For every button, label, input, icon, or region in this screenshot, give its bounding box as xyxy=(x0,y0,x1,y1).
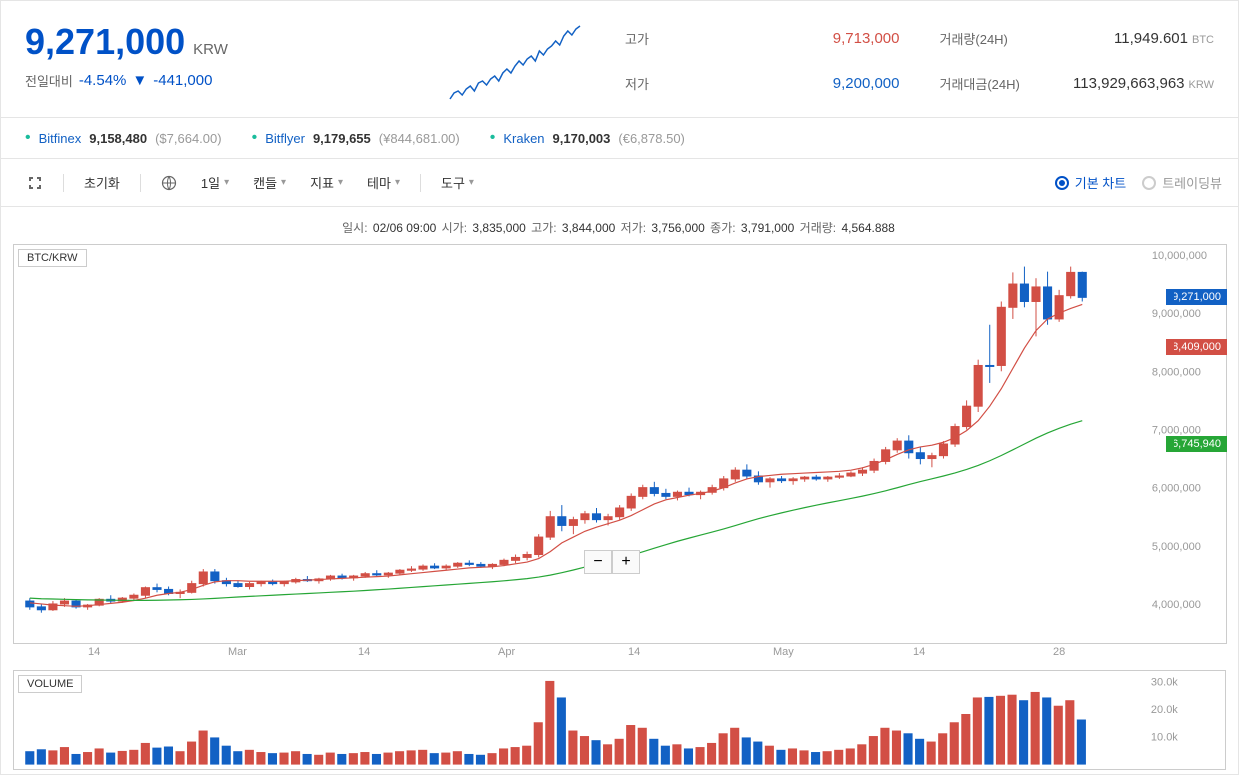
exchange-item: • Bitflyer 9,179,655 (¥844,681.00) xyxy=(252,130,460,146)
svg-text:7,000,000: 7,000,000 xyxy=(1152,424,1201,436)
exchange-fiat: ($7,664.00) xyxy=(155,131,222,146)
pair-label: BTC/KRW xyxy=(18,249,87,267)
svg-text:4,000,000: 4,000,000 xyxy=(1152,599,1201,611)
low-label: 저가 xyxy=(625,74,649,93)
change-label: 전일대비 xyxy=(25,71,73,90)
reset-button[interactable]: 초기화 xyxy=(74,169,130,196)
exchange-row: • Bitfinex 9,158,480 ($7,664.00) • Bitfl… xyxy=(1,118,1238,159)
exchange-name: Kraken xyxy=(503,131,544,146)
tools-dropdown[interactable]: 도구▾ xyxy=(431,169,484,196)
exchange-item: • Kraken 9,170,003 (€6,878.50) xyxy=(490,130,685,146)
tradingview-radio[interactable]: 트레이딩뷰 xyxy=(1142,173,1222,192)
amt-label: 거래대금(24H) xyxy=(940,74,1020,93)
ohlc-readout: 일시: 02/06 09:00 시가: 3,835,000 고가: 3,844,… xyxy=(13,215,1226,244)
candle-dropdown[interactable]: 캔들▾ xyxy=(243,169,296,196)
exchange-price: 9,179,655 xyxy=(313,131,371,146)
indicator-dropdown[interactable]: 지표▾ xyxy=(300,169,353,196)
svg-text:10.0k: 10.0k xyxy=(1151,732,1178,744)
low-value: 9,200,000 xyxy=(833,75,900,92)
price-tag: 9,271,000 xyxy=(1166,289,1227,305)
zoom-out-button[interactable]: − xyxy=(584,550,612,574)
exchange-fiat: (¥844,681.00) xyxy=(379,131,460,146)
volume-chart[interactable]: VOLUME 10.0k 20.0k 30.0k xyxy=(13,670,1226,770)
change-pct: -4.54% xyxy=(79,72,127,89)
volume-label: VOLUME xyxy=(18,675,82,693)
exchange-price: 9,158,480 xyxy=(89,131,147,146)
exchange-name: Bitfinex xyxy=(39,131,82,146)
chart-toolbar: 초기화 1일▾ 캔들▾ 지표▾ 테마▾ 도구▾ 기본 차트 트레이딩뷰 xyxy=(1,159,1238,207)
radio-icon xyxy=(1142,176,1156,190)
basic-chart-radio[interactable]: 기본 차트 xyxy=(1055,173,1126,192)
high-label: 고가 xyxy=(625,29,649,48)
dot-icon: • xyxy=(252,130,258,146)
theme-dropdown[interactable]: 테마▾ xyxy=(357,169,410,196)
x-axis-label: 14 xyxy=(913,646,925,658)
price-tag: 8,409,000 xyxy=(1166,339,1227,355)
vol-value: 11,949.601BTC xyxy=(1114,30,1214,47)
x-axis-label: 28 xyxy=(1053,646,1065,658)
price-chart[interactable]: BTC/KRW 4,000,000 5,000,000 6,000,000 7,000… xyxy=(13,244,1227,644)
price-header: 9,271,000 KRW 전일대비 -4.54% ▼ -441,000 고가 … xyxy=(1,1,1238,118)
svg-text:20.0k: 20.0k xyxy=(1151,704,1178,716)
svg-text:30.0k: 30.0k xyxy=(1151,676,1178,688)
exchange-fiat: (€6,878.50) xyxy=(618,131,685,146)
current-price: 9,271,000 xyxy=(25,21,185,63)
x-axis-label: Apr xyxy=(498,646,515,658)
x-axis-label: 14 xyxy=(358,646,370,658)
price-tag: 6,745,940 xyxy=(1166,436,1227,452)
price-unit: KRW xyxy=(193,41,228,58)
radio-icon xyxy=(1055,176,1069,190)
exchange-price: 9,170,003 xyxy=(553,131,611,146)
svg-text:6,000,000: 6,000,000 xyxy=(1152,483,1201,495)
change-arrow: ▼ xyxy=(132,72,147,89)
interval-dropdown[interactable]: 1일▾ xyxy=(191,169,239,196)
x-axis-label: 14 xyxy=(628,646,640,658)
svg-text:5,000,000: 5,000,000 xyxy=(1152,541,1201,553)
exchange-item: • Bitfinex 9,158,480 ($7,664.00) xyxy=(25,130,222,146)
exchange-name: Bitflyer xyxy=(265,131,305,146)
x-axis-label: Mar xyxy=(228,646,247,658)
svg-text:8,000,000: 8,000,000 xyxy=(1152,366,1201,378)
sparkline xyxy=(425,21,605,101)
amt-value: 113,929,663,963KRW xyxy=(1073,75,1214,92)
vol-label: 거래량(24H) xyxy=(940,29,1008,48)
zoom-in-button[interactable]: + xyxy=(612,550,640,574)
x-axis-label: May xyxy=(773,646,794,658)
dot-icon: • xyxy=(490,130,496,146)
svg-text:9,000,000: 9,000,000 xyxy=(1152,308,1201,320)
x-axis-label: 14 xyxy=(88,646,100,658)
high-value: 9,713,000 xyxy=(833,30,900,47)
change-abs: -441,000 xyxy=(153,72,212,89)
svg-text:10,000,000: 10,000,000 xyxy=(1152,250,1207,262)
globe-button[interactable] xyxy=(151,171,187,195)
dot-icon: • xyxy=(25,130,31,146)
fullscreen-button[interactable] xyxy=(17,171,53,195)
